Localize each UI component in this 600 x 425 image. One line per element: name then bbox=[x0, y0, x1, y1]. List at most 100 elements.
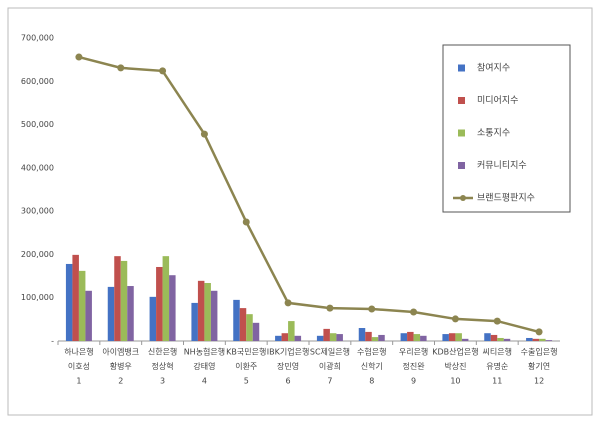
bar bbox=[358, 328, 366, 341]
x-tick-label: 하나은행 bbox=[64, 347, 93, 357]
x-tick-label: 3 bbox=[160, 377, 165, 386]
x-tick-label: 8 bbox=[369, 377, 374, 386]
x-tick-label: 아이엠뱅크 bbox=[102, 347, 139, 357]
legend-swatch bbox=[458, 64, 465, 72]
y-tick-label: - bbox=[51, 337, 54, 346]
bar bbox=[169, 275, 176, 341]
line-marker bbox=[493, 317, 501, 325]
bar bbox=[323, 328, 330, 341]
bar bbox=[156, 266, 163, 341]
y-tick-label: 100,000 bbox=[21, 293, 54, 302]
bar bbox=[329, 333, 337, 341]
bar bbox=[204, 282, 211, 341]
x-tick-label: 1 bbox=[76, 377, 81, 386]
x-tick-label: 수협은행 bbox=[357, 347, 386, 357]
line-marker bbox=[242, 218, 250, 226]
y-tick-label: 700,000 bbox=[21, 34, 54, 43]
x-tick-label: 황병우 bbox=[110, 361, 132, 371]
legend-label: 커뮤니티지수 bbox=[477, 160, 527, 171]
bar bbox=[442, 334, 449, 341]
x-tick-label: KDB산업은행 bbox=[432, 347, 478, 357]
bar bbox=[78, 270, 86, 341]
x-tick-label: 이광희 bbox=[319, 361, 341, 371]
line-marker bbox=[75, 53, 83, 61]
x-tick-label: 11 bbox=[492, 377, 502, 386]
x-tick-label: 7 bbox=[327, 377, 332, 386]
x-tick-label: IBK기업은행 bbox=[267, 347, 310, 357]
x-tick-label: 박상진 bbox=[444, 361, 466, 371]
bar bbox=[149, 296, 157, 341]
bar bbox=[400, 333, 408, 341]
y-tick-label: 500,000 bbox=[21, 120, 54, 129]
bar bbox=[497, 337, 504, 341]
line-marker bbox=[451, 315, 459, 323]
legend-swatch bbox=[458, 129, 465, 137]
bar bbox=[127, 286, 134, 341]
bar bbox=[336, 334, 343, 341]
bar bbox=[275, 335, 282, 341]
x-tick-label: 6 bbox=[286, 377, 291, 386]
bar bbox=[461, 338, 469, 341]
x-tick-label: KB국민은행 bbox=[226, 347, 266, 357]
x-tick-label: 정상혁 bbox=[152, 361, 174, 371]
x-tick-label: 12 bbox=[534, 377, 544, 386]
bar bbox=[365, 331, 372, 341]
bar bbox=[526, 337, 533, 341]
x-tick-label: 2 bbox=[118, 377, 123, 386]
x-tick-label: 신한은행 bbox=[148, 347, 177, 357]
line-marker bbox=[117, 64, 125, 72]
bar bbox=[239, 308, 247, 341]
y-tick-label: 200,000 bbox=[21, 250, 54, 259]
line-marker bbox=[368, 305, 376, 313]
bar bbox=[252, 322, 260, 341]
bar bbox=[316, 335, 324, 341]
x-tick-label: 장민영 bbox=[277, 361, 299, 371]
bar bbox=[246, 314, 253, 341]
x-tick-label: 5 bbox=[244, 377, 249, 386]
x-tick-label: 신학기 bbox=[361, 361, 383, 371]
bar bbox=[197, 280, 205, 341]
bar bbox=[85, 290, 92, 341]
bar bbox=[233, 299, 240, 341]
legend-label: 참여지수 bbox=[477, 62, 510, 74]
x-tick-label: 이환주 bbox=[235, 361, 257, 371]
bar bbox=[407, 331, 414, 341]
y-tick-label: 600,000 bbox=[21, 77, 54, 86]
legend-label: 미디어지수 bbox=[477, 95, 518, 106]
x-tick-label: 4 bbox=[202, 377, 207, 386]
x-tick-label: 우리은행 bbox=[399, 347, 428, 357]
x-tick-label: 유명순 bbox=[486, 361, 508, 371]
x-tick-label: 9 bbox=[411, 377, 416, 386]
line-marker bbox=[284, 299, 292, 307]
bar bbox=[162, 256, 170, 341]
bar bbox=[281, 333, 289, 341]
x-tick-label: 강태영 bbox=[193, 361, 215, 371]
legend-swatch bbox=[460, 195, 466, 201]
line-marker bbox=[535, 328, 543, 336]
bar bbox=[532, 338, 540, 341]
x-tick-label: NH농협은행 bbox=[184, 347, 225, 357]
bar bbox=[503, 338, 511, 341]
x-tick-label: 씨티은행 bbox=[483, 347, 512, 357]
line-marker bbox=[200, 130, 208, 138]
bar bbox=[455, 333, 462, 341]
line-marker bbox=[410, 308, 418, 316]
bar bbox=[120, 260, 128, 341]
bar bbox=[484, 333, 491, 341]
bar bbox=[378, 334, 385, 341]
bar bbox=[114, 256, 121, 341]
bar bbox=[294, 335, 302, 341]
bar bbox=[371, 337, 379, 341]
x-tick-label: 10 bbox=[450, 377, 460, 386]
y-tick-label: 400,000 bbox=[21, 163, 54, 172]
x-tick-label: 수출입은행 bbox=[521, 347, 558, 357]
bar bbox=[65, 263, 73, 341]
legend-swatch bbox=[458, 97, 465, 104]
x-tick-label: SC제일은행 bbox=[310, 347, 350, 357]
bar bbox=[191, 302, 198, 341]
x-tick-label: 황기연 bbox=[528, 361, 550, 371]
line-marker bbox=[326, 304, 334, 312]
bar bbox=[107, 286, 115, 341]
bar bbox=[539, 338, 546, 341]
